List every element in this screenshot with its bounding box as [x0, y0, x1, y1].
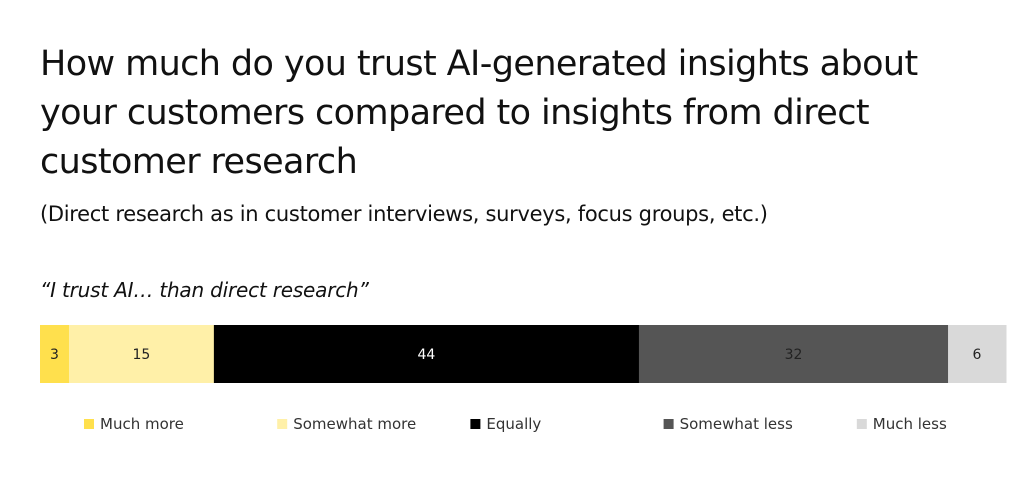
data-label-somewhat-less: 32: [785, 347, 803, 363]
chart-subtitle: (Direct research as in customer intervie…: [40, 202, 768, 226]
bar-segment-much-less: [948, 325, 1007, 383]
data-label-somewhat-more: 15: [133, 347, 151, 363]
legend-item-somewhat-more: Somewhat more: [277, 415, 416, 433]
legend-swatch-much-less: [856, 419, 867, 429]
legend-swatch-somewhat-more: [277, 419, 288, 429]
legend-label-much-less: Much less: [873, 415, 947, 433]
data-label-much-more: 3: [50, 347, 59, 363]
chart-caption: “I trust AI… than direct research”: [40, 278, 369, 302]
bar-segment-somewhat-less: [638, 325, 949, 383]
legend-label-much-more: Much more: [100, 415, 184, 433]
bar-segment-much-more: [40, 325, 70, 383]
legend-swatch-somewhat-less: [663, 419, 674, 429]
legend-swatch-much-more: [84, 419, 94, 429]
chart-title: How much do you trust AI-generated insig…: [40, 44, 918, 182]
data-label-equally: 44: [417, 347, 435, 363]
legend-item-much-more: Much more: [84, 415, 184, 433]
legend-label-equally: Equally: [486, 415, 541, 433]
legend-swatch-equally: [470, 419, 481, 429]
data-label-much-less: 6: [973, 347, 982, 363]
legend-item-somewhat-less: Somewhat less: [663, 415, 793, 433]
legend-item-much-less: Much less: [856, 415, 947, 433]
bar-segment-equally: [213, 325, 640, 383]
legend-item-equally: Equally: [470, 415, 541, 433]
legend-label-somewhat-less: Somewhat less: [680, 415, 793, 433]
bar-segment-somewhat-more: [68, 325, 215, 383]
legend-label-somewhat-more: Somewhat more: [293, 415, 416, 433]
